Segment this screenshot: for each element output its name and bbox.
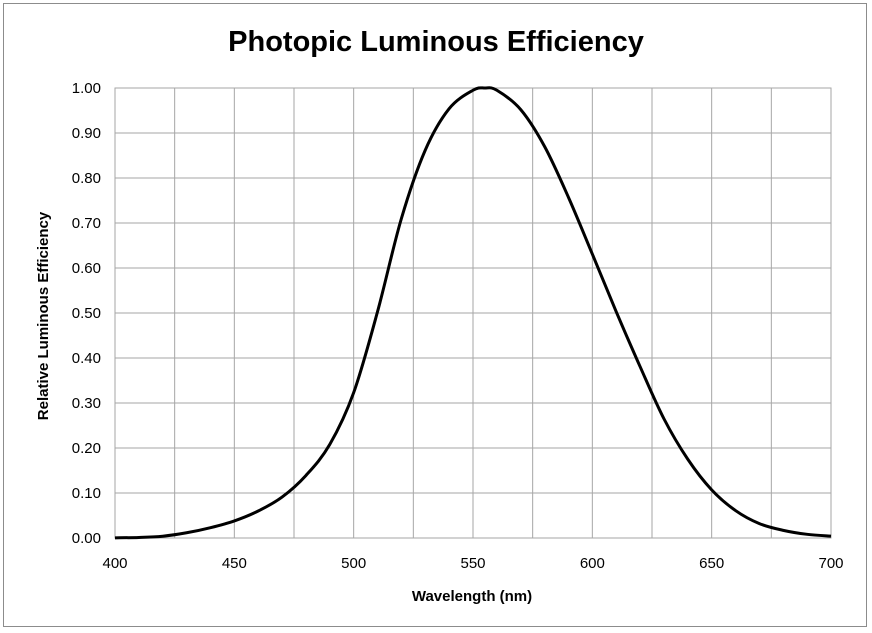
y-tick-label: 0.10 (72, 485, 101, 502)
line-chart: Photopic Luminous Efficiency 400 450 500 55… (35, 26, 844, 605)
y-tick-label: 0.40 (72, 350, 101, 367)
y-tick-label: 0.80 (72, 170, 101, 187)
x-tick-label: 600 (580, 555, 605, 572)
series-layer (114, 86, 832, 540)
x-tick-label: 400 (102, 555, 127, 572)
y-tick-label: 0.90 (72, 125, 101, 142)
chart-title: Photopic Luminous Efficiency (228, 26, 644, 58)
series-line (114, 86, 832, 540)
x-tick-label: 700 (818, 555, 843, 572)
plot-area-border (114, 87, 832, 539)
y-tick-label: 0.30 (72, 395, 101, 412)
y-tick-label: 0.00 (72, 530, 101, 547)
y-axis-label: Relative Luminous Efficiency (35, 211, 52, 420)
y-tick-label: 0.20 (72, 440, 101, 457)
y-tick-label: 0.70 (72, 215, 101, 232)
y-tick-label: 0.50 (72, 305, 101, 322)
y-tick-labels: 0.00 0.10 0.20 0.30 0.40 0.50 0.60 0.70 0.80 0.90… (72, 80, 101, 547)
chart-frame: Photopic Luminous Efficiency 400 450 500 55… (3, 3, 867, 627)
x-tick-label: 650 (699, 555, 724, 572)
y-tick-label: 0.60 (72, 260, 101, 277)
x-tick-label: 500 (341, 555, 366, 572)
x-tick-labels: 400 450 500 550 600 650 700 (102, 555, 843, 572)
x-axis-label: Wavelength (nm) (412, 588, 532, 605)
x-tick-label: 550 (460, 555, 485, 572)
y-tick-label: 1.00 (72, 80, 101, 97)
x-tick-label: 450 (222, 555, 247, 572)
